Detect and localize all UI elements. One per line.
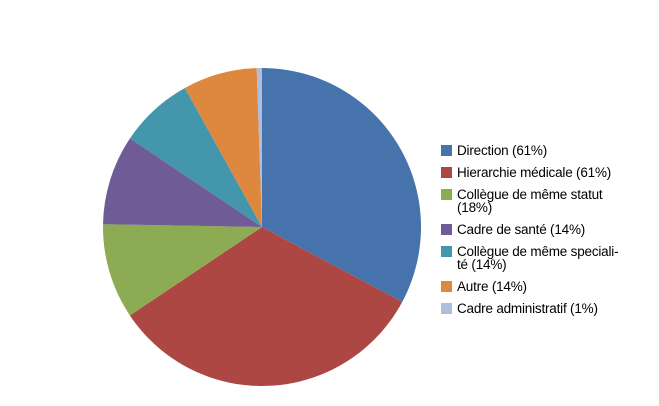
chart-legend: Direction (61%) Hierarchie médicale (61%)… <box>441 144 653 324</box>
legend-item-0: Direction (61%) <box>441 144 653 157</box>
legend-label-line: Cadre de santé (14%) <box>457 222 586 237</box>
pie-slice-6 <box>256 68 262 227</box>
legend-label-line: Collègue de même speciali- <box>457 244 619 259</box>
legend-label-line: Autre (14%) <box>457 279 527 294</box>
pie-slice-0 <box>262 68 422 302</box>
legend-label-line: Collègue de même statut <box>457 187 603 202</box>
legend-item-1: Hierarchie médicale (61%) <box>441 166 653 179</box>
legend-label: Direction (61%) <box>457 143 548 158</box>
pie-slice-5 <box>184 68 262 227</box>
legend-label: Cadre de santé (14%) <box>457 222 586 237</box>
legend-item-5: Autre (14%) <box>441 280 653 293</box>
legend-item-4: Collègue de même speciali-té (14%) <box>441 245 653 271</box>
pie-slice-3 <box>103 138 263 227</box>
legend-item-3: Cadre de santé (14%) <box>441 223 653 236</box>
legend-swatch-icon <box>441 167 452 178</box>
legend-label: Collègue de même statut (18%) <box>457 187 603 215</box>
legend-label-line: (18%) <box>457 200 493 215</box>
legend-label: Cadre administratif (1%) <box>457 301 598 316</box>
legend-swatch-icon <box>441 145 452 156</box>
legend-swatch-icon <box>441 224 452 235</box>
legend-label-line: Hierarchie médicale (61%) <box>457 165 612 180</box>
legend-swatch-icon <box>441 246 452 257</box>
legend-label-line: té (14%) <box>457 257 507 272</box>
legend-item-2: Collègue de même statut (18%) <box>441 188 653 214</box>
pie-slice-1 <box>129 227 403 387</box>
legend-label: Autre (14%) <box>457 279 527 294</box>
legend-swatch-icon <box>441 303 452 314</box>
legend-item-6: Cadre administratif (1%) <box>441 302 653 315</box>
legend-label: Hierarchie médicale (61%) <box>457 165 612 180</box>
legend-label: Collègue de même speciali-té (14%) <box>457 244 619 272</box>
pie-slice-2 <box>102 224 262 316</box>
legend-swatch-icon <box>441 281 452 292</box>
pie-slice-4 <box>130 87 262 227</box>
legend-swatch-icon <box>441 189 452 200</box>
legend-label-line: Cadre administratif (1%) <box>457 301 598 316</box>
legend-label-line: Direction (61%) <box>457 143 548 158</box>
